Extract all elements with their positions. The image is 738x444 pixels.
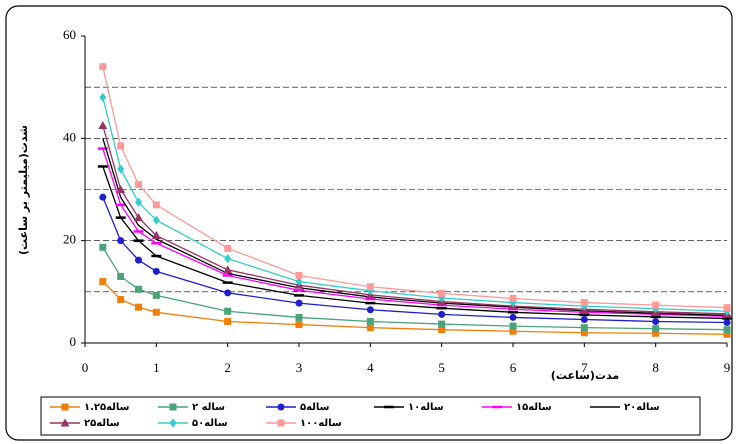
marker xyxy=(99,92,107,102)
y-tick-label: 60 xyxy=(63,27,76,42)
legend-label: ۱.۲۵ساله xyxy=(84,402,130,413)
series-line xyxy=(102,148,728,318)
marker xyxy=(135,256,142,264)
marker xyxy=(295,271,303,279)
legend-marker xyxy=(60,418,70,427)
series-line xyxy=(102,97,728,312)
marker xyxy=(117,164,125,174)
x-tick-label: 2 xyxy=(224,360,231,375)
legend-marker xyxy=(61,403,69,411)
y-axis-label: شدت(میلیمتر بر ساعت) xyxy=(17,125,30,255)
marker xyxy=(580,315,588,323)
marker xyxy=(224,289,232,297)
marker xyxy=(224,318,232,326)
marker xyxy=(99,193,107,201)
marker xyxy=(98,121,108,130)
marker xyxy=(652,329,660,337)
legend-label: ۵ساله xyxy=(300,402,330,413)
series-line xyxy=(102,196,728,324)
x-tick-label: 1 xyxy=(153,360,160,375)
marker xyxy=(295,299,303,307)
legend-label: ۲ ساله xyxy=(192,402,225,413)
marker xyxy=(580,329,588,337)
marker xyxy=(295,321,303,329)
marker xyxy=(99,243,107,251)
marker xyxy=(134,213,143,222)
marker xyxy=(117,142,125,150)
marker xyxy=(117,272,125,280)
marker xyxy=(117,296,125,304)
marker xyxy=(152,215,160,225)
marker xyxy=(366,283,374,291)
x-tick-label: 4 xyxy=(367,360,374,375)
legend-marker xyxy=(277,403,285,411)
y-tick-label: 40 xyxy=(63,129,76,144)
x-tick-label: 0 xyxy=(82,360,89,375)
marker xyxy=(509,327,517,335)
marker xyxy=(224,244,232,252)
x-tick-label: 6 xyxy=(510,360,517,375)
marker xyxy=(723,330,731,338)
marker xyxy=(438,326,446,334)
y-tick-label: 20 xyxy=(63,232,76,247)
x-tick-label: 9 xyxy=(724,360,731,375)
x-axis-label: مدت(ساعت) xyxy=(551,369,619,382)
marker xyxy=(366,318,374,326)
marker xyxy=(223,265,233,274)
marker xyxy=(117,237,125,245)
marker xyxy=(723,319,731,327)
marker xyxy=(509,322,517,330)
marker xyxy=(438,320,446,328)
legend-label: ۱۵ساله xyxy=(516,402,552,413)
x-tick-label: 8 xyxy=(652,360,659,375)
marker xyxy=(99,278,107,286)
marker xyxy=(116,185,126,193)
marker xyxy=(438,289,446,297)
legend-marker xyxy=(277,419,285,427)
marker xyxy=(152,291,160,299)
marker xyxy=(151,231,161,240)
marker xyxy=(152,308,160,316)
marker xyxy=(652,301,660,309)
marker xyxy=(224,254,232,264)
marker xyxy=(652,318,660,326)
marker xyxy=(509,294,517,302)
legend-label: ۱۰ساله xyxy=(408,402,444,413)
legend-label: ۲۵ساله xyxy=(84,418,120,429)
marker xyxy=(580,324,588,332)
marker xyxy=(135,303,142,311)
legend-label: ۱۰۰ساله xyxy=(300,418,342,429)
marker xyxy=(295,277,303,287)
legend-box xyxy=(40,396,701,436)
marker xyxy=(580,299,588,307)
marker xyxy=(152,267,160,275)
marker xyxy=(723,326,731,334)
y-tick-label: 0 xyxy=(70,334,77,349)
marker xyxy=(366,306,374,314)
x-tick-label: 5 xyxy=(438,360,445,375)
marker xyxy=(509,313,517,321)
x-tick-label: 3 xyxy=(296,360,303,375)
series-line xyxy=(102,125,728,315)
legend-marker xyxy=(169,403,177,411)
legend-label: ۵۰ساله xyxy=(192,418,228,429)
marker xyxy=(723,304,731,312)
marker xyxy=(366,324,374,332)
marker xyxy=(135,285,142,293)
marker xyxy=(99,63,107,71)
legend-marker xyxy=(169,418,177,428)
marker xyxy=(152,201,160,209)
series-line xyxy=(102,166,728,320)
marker xyxy=(224,307,232,315)
marker xyxy=(135,197,142,207)
x-tick-label: 7 xyxy=(581,360,588,375)
series-line xyxy=(102,66,728,309)
legend-label: ۲۰ساله xyxy=(624,402,660,413)
marker xyxy=(652,325,660,333)
marker xyxy=(438,310,446,318)
marker xyxy=(295,313,303,321)
marker xyxy=(135,180,142,188)
